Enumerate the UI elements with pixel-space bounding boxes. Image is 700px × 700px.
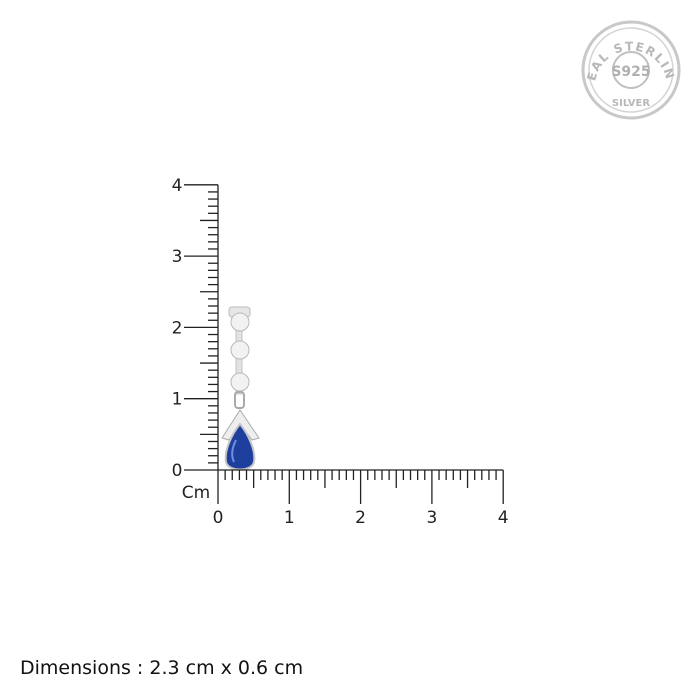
seal-bottom-text: SILVER bbox=[612, 98, 650, 109]
y-tick-label: 2 bbox=[172, 318, 183, 338]
y-tick-label: 0 bbox=[172, 461, 183, 481]
y-tick-label: 4 bbox=[172, 176, 183, 196]
svg-text:REAL STERLING: REAL STERLING bbox=[0, 0, 678, 82]
x-tick-label: 1 bbox=[284, 508, 295, 528]
x-tick-label: 0 bbox=[213, 508, 224, 528]
earring-image bbox=[221, 306, 260, 471]
silver-seal-logo: REAL STERLING S925 SILVER bbox=[0, 0, 681, 120]
dimensions-text: Dimensions : 2.3 cm x 0.6 cm bbox=[20, 657, 304, 679]
x-tick-label: 3 bbox=[426, 508, 437, 528]
ruler: 0 1 2 3 4 0 1 2 3 4 bbox=[172, 176, 509, 528]
y-tick-label: 3 bbox=[172, 247, 183, 267]
seal-center-text: S925 bbox=[611, 64, 650, 80]
y-tick-label: 1 bbox=[172, 390, 183, 410]
seal-top-text: REAL STERLING bbox=[0, 0, 676, 82]
x-tick-label: 2 bbox=[355, 508, 366, 528]
unit-label: Cm bbox=[182, 483, 210, 503]
x-tick-label: 4 bbox=[498, 508, 509, 528]
